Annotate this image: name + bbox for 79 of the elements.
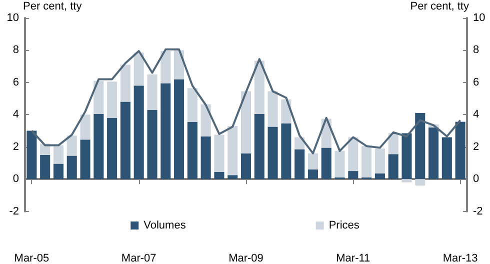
bar xyxy=(53,145,64,164)
bar xyxy=(348,137,358,172)
bar xyxy=(147,110,158,180)
bar xyxy=(402,133,412,180)
bar xyxy=(388,154,398,180)
y-tick-label: 10 xyxy=(6,12,19,24)
bar xyxy=(388,133,398,154)
bar xyxy=(40,154,50,180)
bar xyxy=(120,102,130,180)
bar xyxy=(374,173,385,180)
bar xyxy=(428,128,439,180)
bar xyxy=(268,126,278,180)
bar xyxy=(228,175,238,180)
y2-tick-label: 10 xyxy=(473,12,486,24)
bar xyxy=(174,79,184,180)
bar xyxy=(214,134,224,172)
bar xyxy=(442,137,452,180)
bar xyxy=(200,104,211,136)
bar xyxy=(348,171,358,180)
bar xyxy=(455,122,466,180)
bar xyxy=(240,153,252,180)
line-series xyxy=(30,48,462,154)
bar xyxy=(187,122,198,180)
bar xyxy=(134,52,144,86)
bar xyxy=(254,114,264,180)
y2-tick-label: 8 xyxy=(473,44,480,56)
y-tick-label: -2 xyxy=(9,205,19,218)
bar xyxy=(240,91,252,154)
bar xyxy=(160,83,171,180)
x-tick-label: Mar-05 xyxy=(14,252,50,264)
bar xyxy=(160,51,171,84)
y-axis-title: Per cent, tty xyxy=(23,0,82,12)
bar xyxy=(415,179,426,186)
y2-axis-title: Per cent, tty xyxy=(410,0,470,12)
bar xyxy=(334,150,345,178)
bar xyxy=(308,153,318,170)
bar xyxy=(294,149,305,180)
y-tick-label: 0 xyxy=(12,173,19,186)
bar xyxy=(187,88,198,122)
bar xyxy=(120,64,130,102)
x-tick-label: Mar-09 xyxy=(228,252,264,264)
y2-tick-label: 0 xyxy=(473,173,480,186)
bar xyxy=(415,113,426,180)
y2-tick-label: 6 xyxy=(473,76,480,88)
y2-tick-label: -2 xyxy=(473,205,483,218)
y-tick-label: 8 xyxy=(12,44,19,56)
bar xyxy=(362,146,372,178)
bar xyxy=(94,114,104,180)
bar xyxy=(53,164,64,180)
bar xyxy=(147,74,158,110)
bar xyxy=(281,124,292,180)
y-tick-label: 6 xyxy=(12,76,19,88)
x-tick-label: Mar-11 xyxy=(336,252,370,264)
bar xyxy=(214,172,224,180)
bar xyxy=(80,114,90,140)
bar xyxy=(94,80,104,114)
bar xyxy=(200,136,211,180)
x-tick-label: Mar-13 xyxy=(442,252,478,264)
bar xyxy=(308,169,318,180)
bar xyxy=(402,179,412,182)
bar xyxy=(107,82,118,118)
legend-label: Prices xyxy=(328,220,360,232)
bar xyxy=(107,118,118,180)
bar xyxy=(374,148,385,174)
bar xyxy=(321,148,332,180)
bar xyxy=(80,140,90,180)
bar xyxy=(254,60,264,114)
bar xyxy=(228,126,238,176)
y-tick-label: 4 xyxy=(12,108,19,121)
bar xyxy=(268,91,278,127)
legend-label: Volumes xyxy=(144,220,186,232)
bar xyxy=(26,130,37,180)
y-tick-label: 2 xyxy=(12,140,19,153)
bar xyxy=(66,156,77,180)
y2-tick-label: 4 xyxy=(473,108,480,121)
y2-tick-label: 2 xyxy=(473,140,480,153)
bar xyxy=(66,136,77,156)
x-tick-label: Mar-07 xyxy=(121,252,156,264)
bar xyxy=(134,86,144,180)
